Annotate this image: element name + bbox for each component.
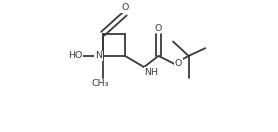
Text: CH₃: CH₃ xyxy=(92,79,109,88)
Text: HO: HO xyxy=(68,51,82,60)
Text: O: O xyxy=(121,3,129,12)
Text: O: O xyxy=(175,59,182,68)
Text: N: N xyxy=(95,51,102,60)
Text: O: O xyxy=(155,23,162,32)
Text: NH: NH xyxy=(145,68,158,77)
